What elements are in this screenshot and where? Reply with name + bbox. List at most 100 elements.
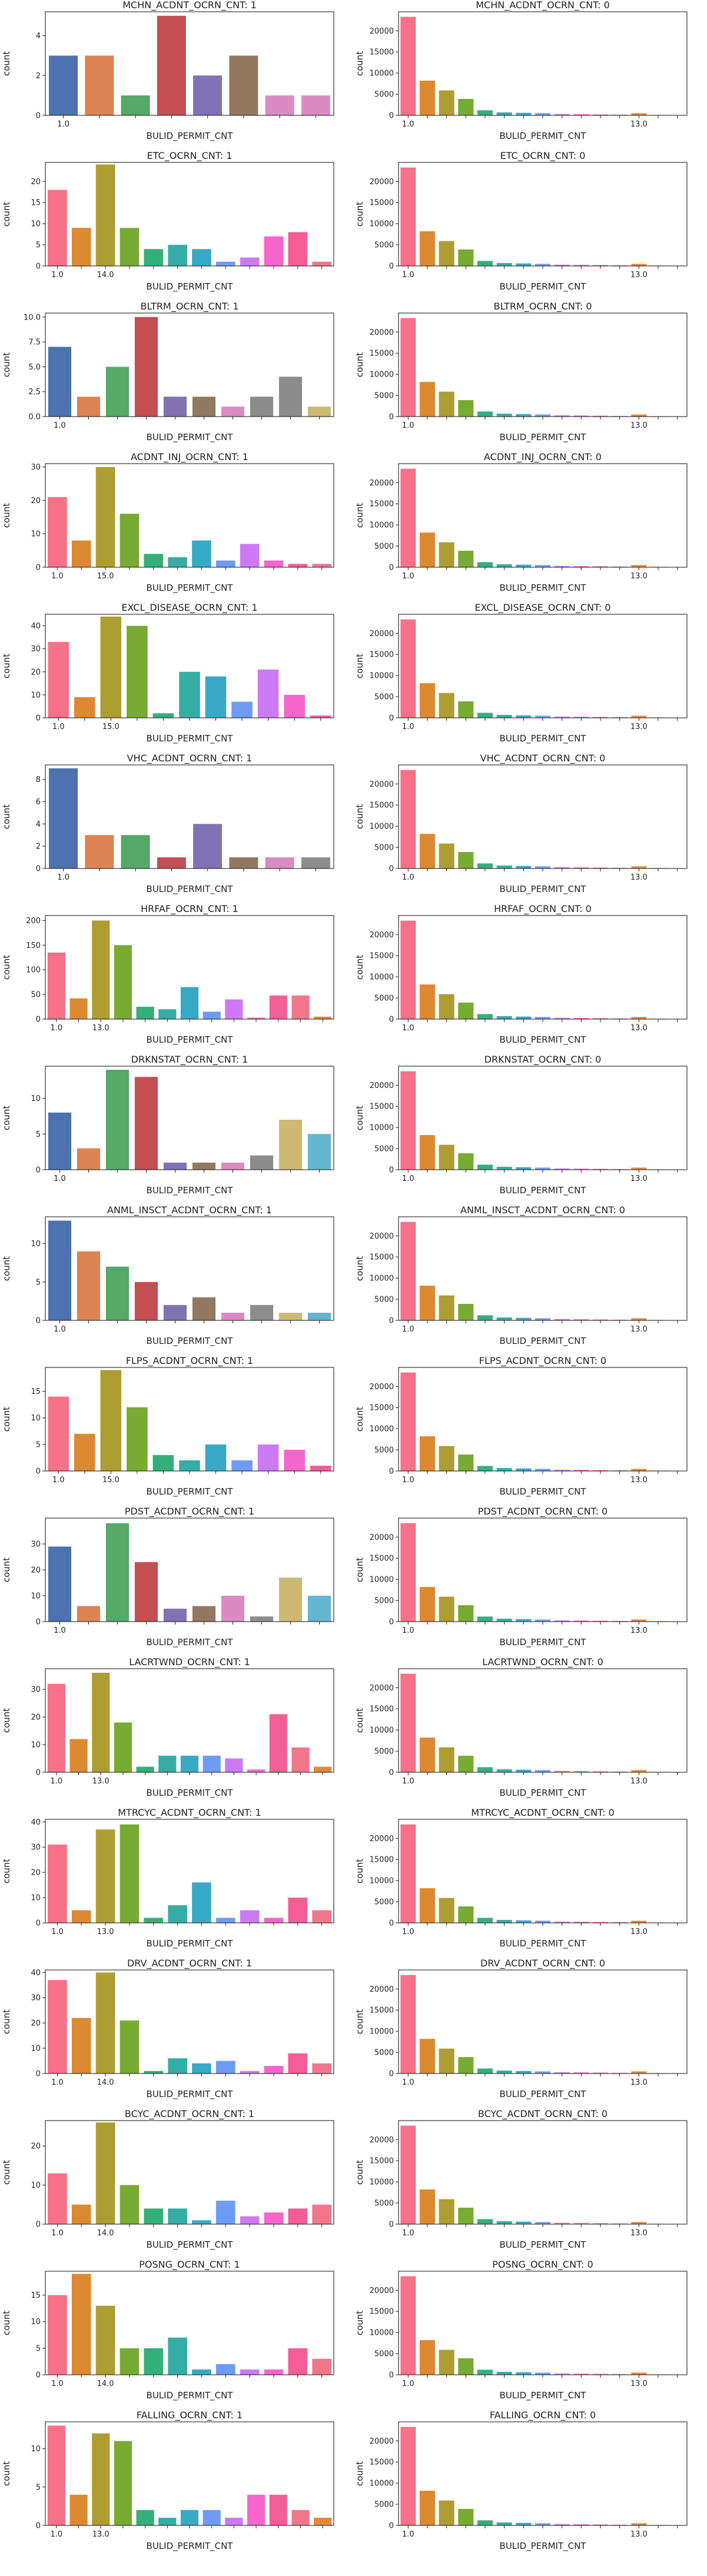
chart-panel: 0 5000 10000 15000 20000 1.0 13.0 EXCL_DISEASE_… [353,603,706,753]
bar [314,1016,332,1019]
bar [439,542,454,567]
y-tick-label: 0 [36,2070,41,2079]
bar [203,2510,221,2525]
y-tick-label: 20 [31,668,41,677]
chart-panel: 0 5000 10000 15000 20000 1.0 13.0 MTRCYC_ACDNT_… [353,1808,706,1958]
bar [269,1714,287,1772]
y-tick-label: 0 [36,714,41,723]
x-tick-label: 13.0 [92,1024,109,1033]
bar [458,249,474,266]
bar [250,397,274,417]
bar [631,2071,647,2074]
bar [163,1609,187,1622]
bar [592,717,608,718]
bar [264,2212,284,2224]
chart-panel: 0 5 10 1.0 ANML_INSCT_ACDNT_OCRN_CNT: 1 BULID… [0,1205,353,1356]
y-tick-label: 2.5 [28,388,41,397]
bar [48,497,67,567]
chart-panel: 0 5000 10000 15000 20000 1.0 13.0 DRV_ACDNT_OCR… [353,1958,706,2109]
bar [291,995,310,1019]
bar [573,1922,589,1923]
x-tick-label: 1.0 [54,1626,66,1635]
bar-chart: 0 5000 10000 15000 20000 1.0 13.0 ETC_OCRN_CNT:… [354,151,688,292]
bar [400,2276,416,2375]
x-axis-label: BULID_PERMIT_CNT [147,432,234,443]
bar [77,397,101,417]
y-tick-label: 20000 [370,328,394,337]
y-axis-label: count [1,51,12,76]
x-axis-label: BULID_PERMIT_CNT [500,1938,587,1949]
x-tick-label: 15.0 [102,723,120,731]
bar [400,2125,416,2224]
chart-title: DRKNSTAT_OCRN_CNT: 1 [131,1054,248,1066]
chart-panel: 0 5000 10000 15000 20000 1.0 13.0 LACRTWND_OCRN… [353,1657,706,1808]
y-axis-label: count [1,1859,12,1883]
bar [229,857,258,868]
bar-chart: 0 5 10 15 1.0 14.0 POSNG_OCRN_CNT: 1 BULID_PERM… [1,2259,334,2401]
bar [48,2295,67,2375]
bar [439,994,454,1019]
x-tick-label: 13.0 [92,1777,109,1786]
y-axis-label: count [354,2311,365,2335]
y-tick-label: 10000 [370,1877,394,1886]
bar [400,619,416,718]
bar [631,1619,647,1622]
y-tick-label: 0 [389,564,394,573]
chart-title: MCHN_ACDNT_OCRN_CNT: 0 [476,0,610,11]
bar [516,1167,532,1170]
bar [477,863,493,868]
y-tick-label: 0 [36,1166,41,1175]
x-tick-label: 1.0 [52,1476,65,1485]
bar [250,1304,274,1320]
bar [301,857,330,868]
x-tick-label: 1.0 [57,120,69,129]
x-tick-label: 1.0 [402,572,414,581]
chart-panel: 0 2 4 6 8 1.0 VHC_ACDNT_OCRN_CNT: 1 BULID_PERMI… [0,753,353,904]
y-axis-label: count [354,2009,365,2034]
y-axis-label: count [1,1407,12,1432]
bar [120,228,140,266]
chart-title: MCHN_ACDNT_OCRN_CNT: 1 [122,0,257,11]
chart-title: FALLING_OCRN_CNT: 0 [490,2410,596,2421]
bar [92,2433,110,2525]
bar [419,1587,435,1622]
bar [48,2173,67,2224]
bar [439,1596,454,1622]
y-tick-label: 40 [31,1818,41,1827]
bar [496,1317,512,1320]
bar [144,554,164,567]
bar [573,566,589,567]
bar [496,715,512,718]
bar [69,1739,88,1772]
x-tick-label: 1.0 [51,2379,64,2388]
y-tick-label: 10000 [370,69,394,78]
bar [163,1162,187,1170]
bar [439,693,454,718]
bar [288,564,308,567]
bar [477,2068,493,2074]
bar [312,1910,331,1923]
bar [612,1169,628,1170]
bar [168,245,187,266]
bar [612,1620,628,1622]
bar [477,1616,493,1622]
bar [631,1167,647,1170]
y-axis-label: count [354,1407,365,1432]
y-tick-label: 5000 [374,994,394,1003]
bar-chart: 0 10 20 30 1.0 13.0 LACRTWND_OCRN_CNT: 1 BULID_… [1,1657,334,1799]
y-tick-label: 20000 [370,2136,394,2145]
x-axis-label: BULID_PERMIT_CNT [147,1336,234,1347]
x-axis-label: BULID_PERMIT_CNT [500,1637,587,1648]
x-tick-label: 14.0 [97,2078,114,2087]
y-tick-label: 2 [36,843,41,851]
y-axis-label: count [354,654,365,678]
y-tick-label: 10 [31,1240,41,1249]
chart-panel: 0 10 20 1.0 14.0 BCYC_ACDNT_OCRN_CNT: 1 BULID_… [0,2109,353,2259]
bar [496,2221,512,2224]
x-axis-label: BULID_PERMIT_CNT [147,2390,234,2401]
bar [573,1319,589,1320]
y-tick-label: 5000 [374,1748,394,1756]
bar [573,1470,589,1471]
bar [193,824,223,868]
